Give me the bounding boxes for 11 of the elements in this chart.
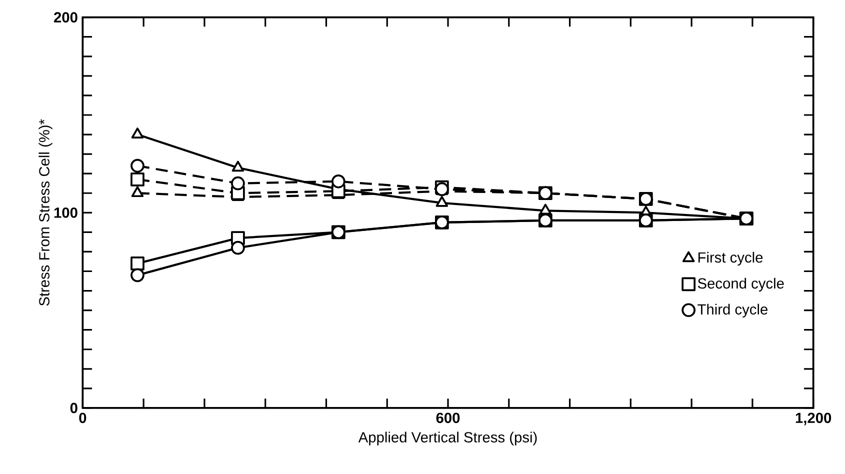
- y-tick-label: 0: [70, 402, 78, 414]
- y-axis-title: Stress From Stress Cell (%)*: [38, 119, 52, 306]
- x-tick-label: 0: [79, 412, 86, 424]
- x-tick-label: 600: [436, 412, 460, 424]
- y-tick-label: 100: [54, 207, 78, 218]
- legend-label: First cycle: [698, 252, 763, 266]
- legend-label: Third cycle: [698, 304, 768, 318]
- y-tick-label: 200: [54, 12, 78, 23]
- x-tick-label: 1,200: [796, 412, 832, 426]
- x-axis-title: Applied Vertical Stress (psi): [358, 432, 537, 446]
- legend-label: Second cycle: [698, 278, 784, 292]
